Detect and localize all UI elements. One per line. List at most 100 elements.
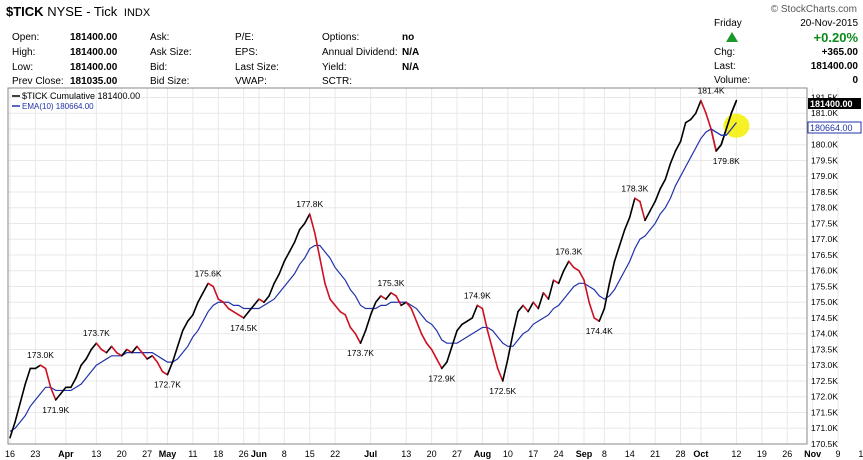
high-label: High: bbox=[12, 47, 36, 58]
price-segment bbox=[319, 257, 326, 285]
price-segment bbox=[496, 367, 504, 382]
price-segment bbox=[39, 364, 47, 370]
price-segment bbox=[54, 392, 62, 401]
x-tick-label: 19 bbox=[757, 449, 767, 459]
ask-size-label: Ask Size: bbox=[150, 47, 192, 58]
price-segment bbox=[354, 332, 362, 344]
y-tick-label: 179.0K bbox=[811, 171, 838, 181]
price-segment bbox=[34, 364, 42, 370]
last-size-label: Last Size: bbox=[235, 62, 279, 73]
x-tick-label: 14 bbox=[625, 449, 635, 459]
x-tick-label: 17 bbox=[528, 449, 538, 459]
y-tick-label: 170.5K bbox=[811, 439, 838, 449]
price-segment bbox=[222, 301, 230, 310]
peak-label: 175.3K bbox=[378, 278, 405, 288]
price-segment bbox=[156, 361, 164, 373]
x-tick-label: 27 bbox=[142, 449, 152, 459]
peak-label: 172.9K bbox=[428, 373, 455, 383]
price-segment bbox=[440, 361, 448, 370]
price-segment bbox=[486, 329, 494, 351]
price-segment bbox=[197, 291, 204, 304]
legend: $TICK Cumulative 181400.00 EMA(10) 18066… bbox=[12, 91, 140, 111]
price-segment bbox=[476, 304, 484, 310]
price-segment-top bbox=[725, 112, 733, 130]
ema-value-tag-bg bbox=[807, 121, 862, 134]
price-segment bbox=[380, 295, 387, 300]
peak-label: 174.5K bbox=[230, 323, 257, 333]
price-segment bbox=[105, 345, 113, 354]
bid-label: Bid: bbox=[150, 62, 168, 73]
price-segment bbox=[527, 301, 535, 313]
last-value-tag: 181400.00 bbox=[810, 99, 853, 109]
price-segment bbox=[659, 178, 667, 190]
summary-box: Friday 20-Nov-2015 +0.20% Chg: +365.00 Las… bbox=[710, 18, 862, 88]
peak-label: 171.9K bbox=[42, 405, 69, 415]
price-segment bbox=[207, 282, 214, 288]
price-segment bbox=[608, 260, 616, 285]
price-segment bbox=[451, 329, 458, 348]
price-segment bbox=[425, 342, 433, 351]
price-segment-top bbox=[715, 144, 722, 152]
price-segment bbox=[59, 386, 67, 395]
price-segment bbox=[120, 348, 128, 357]
yield-value: N/A bbox=[402, 62, 420, 73]
price-segment bbox=[80, 358, 87, 367]
price-segment bbox=[522, 304, 529, 313]
bid-size-label: Bid Size: bbox=[150, 76, 190, 87]
y-tick-label: 171.5K bbox=[811, 407, 838, 417]
price-segment bbox=[654, 188, 662, 203]
price-segment bbox=[507, 332, 514, 360]
y-tick-label: 173.0K bbox=[811, 360, 838, 370]
x-tick-label: 26 bbox=[239, 449, 249, 459]
x-tick-label: 15 bbox=[305, 449, 315, 459]
price-segment bbox=[547, 279, 555, 300]
x-tick-label: 27 bbox=[452, 449, 462, 459]
price-segment bbox=[14, 402, 21, 423]
price-segment bbox=[573, 266, 580, 272]
date-label: 20-Nov-2015 bbox=[800, 18, 858, 29]
annotations: 173.0K 171.9K 173.7K 172.7K 175.6K 174.5K 177.… bbox=[27, 86, 740, 415]
chg-label: Chg: bbox=[714, 47, 736, 58]
x-tick-label: 11 bbox=[188, 449, 197, 459]
price-segment bbox=[405, 301, 413, 310]
price-segment bbox=[268, 282, 275, 297]
peak-label: 172.7K bbox=[154, 380, 181, 390]
x-tick-label: 23 bbox=[30, 449, 40, 459]
price-segment bbox=[181, 320, 189, 332]
price-segment bbox=[19, 383, 27, 404]
low-value: 181400.00 bbox=[70, 62, 118, 73]
y-tick-label: 177.0K bbox=[811, 234, 838, 244]
y-tick-label: 171.0K bbox=[811, 423, 838, 433]
price-segment bbox=[557, 269, 565, 285]
pe-label: P/E: bbox=[235, 32, 254, 43]
y-tick-label: 178.5K bbox=[811, 187, 838, 197]
peak-label: 174.4K bbox=[586, 326, 613, 336]
symbol: $TICK bbox=[6, 4, 44, 19]
ema-segment-top bbox=[710, 128, 717, 133]
price-segment bbox=[649, 200, 656, 212]
ema-value-tag: 180664.00 bbox=[810, 123, 853, 133]
price-segment bbox=[70, 377, 77, 389]
pct-change: +0.20% bbox=[813, 30, 858, 45]
price-segment bbox=[141, 351, 148, 360]
price-segment bbox=[694, 99, 702, 115]
price-segment bbox=[562, 260, 570, 272]
x-tick-label: Jun bbox=[251, 449, 267, 459]
price-segment bbox=[466, 317, 474, 322]
price-segment bbox=[491, 348, 499, 370]
price-segment bbox=[9, 421, 16, 439]
price-segment bbox=[146, 354, 154, 360]
x-tick-label: Oct bbox=[693, 449, 708, 459]
x-tick-label: 9 bbox=[836, 449, 841, 459]
price-segment bbox=[395, 295, 402, 307]
y-tick-label: 175.5K bbox=[811, 281, 838, 291]
ask-label: Ask: bbox=[150, 32, 170, 43]
y-axis: 170.5K 171.0K 171.5K 172.0K 172.5K 173.0K 173.… bbox=[811, 92, 838, 449]
price-segment bbox=[446, 345, 453, 363]
price-segment bbox=[217, 298, 225, 304]
x-tick-label: May bbox=[159, 449, 177, 459]
x-tick-label: 18 bbox=[213, 449, 223, 459]
value-tags: 181400.00 180664.00 bbox=[807, 98, 862, 134]
highlight-marker bbox=[710, 100, 750, 152]
